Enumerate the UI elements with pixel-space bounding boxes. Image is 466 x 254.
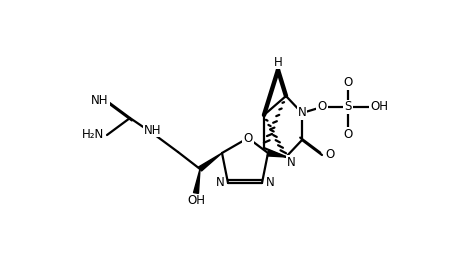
Text: O: O: [343, 76, 353, 89]
Text: OH: OH: [370, 101, 388, 114]
Text: H₂N: H₂N: [82, 129, 104, 141]
Text: N: N: [216, 177, 224, 189]
Text: O: O: [343, 128, 353, 140]
Polygon shape: [199, 153, 222, 171]
Text: O: O: [317, 101, 327, 114]
Text: NH: NH: [144, 123, 162, 136]
Text: OH: OH: [187, 195, 205, 208]
Text: N: N: [266, 177, 274, 189]
Text: S: S: [344, 101, 352, 114]
Text: N: N: [287, 155, 295, 168]
Text: N: N: [298, 106, 306, 119]
Polygon shape: [267, 150, 286, 157]
Text: H: H: [274, 56, 282, 69]
Text: NH: NH: [91, 94, 109, 107]
Text: O: O: [243, 132, 253, 145]
Polygon shape: [193, 169, 200, 193]
Text: O: O: [325, 149, 335, 162]
